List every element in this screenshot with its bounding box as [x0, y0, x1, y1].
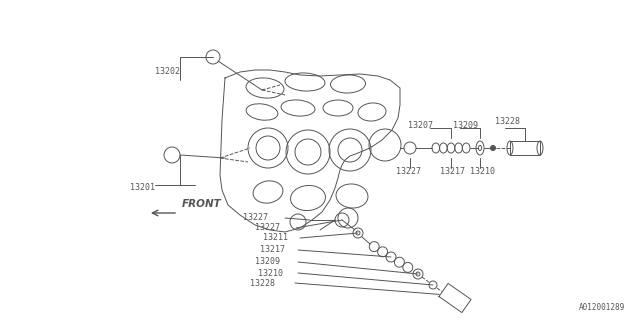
Text: 13202: 13202: [155, 68, 180, 76]
Text: 13228: 13228: [495, 117, 520, 126]
Text: A012001289: A012001289: [579, 303, 625, 312]
Text: 13217: 13217: [260, 245, 285, 254]
Text: 13210: 13210: [258, 268, 283, 277]
Text: 13227: 13227: [396, 167, 421, 177]
Text: 13227: 13227: [255, 223, 280, 233]
Text: 13227: 13227: [243, 213, 268, 222]
Circle shape: [490, 146, 495, 150]
Text: 13209: 13209: [255, 258, 280, 267]
Text: 13211: 13211: [263, 234, 288, 243]
Text: 13209: 13209: [453, 121, 478, 130]
Circle shape: [404, 142, 416, 154]
Text: 13201: 13201: [130, 183, 155, 193]
Polygon shape: [220, 70, 400, 232]
Text: FRONT: FRONT: [182, 199, 221, 209]
Text: 13210: 13210: [470, 167, 495, 177]
Text: 13207: 13207: [408, 121, 433, 130]
Polygon shape: [439, 284, 471, 313]
Bar: [510, 141, 540, 155]
Text: 13217: 13217: [440, 167, 465, 177]
Text: 13228: 13228: [250, 278, 275, 287]
